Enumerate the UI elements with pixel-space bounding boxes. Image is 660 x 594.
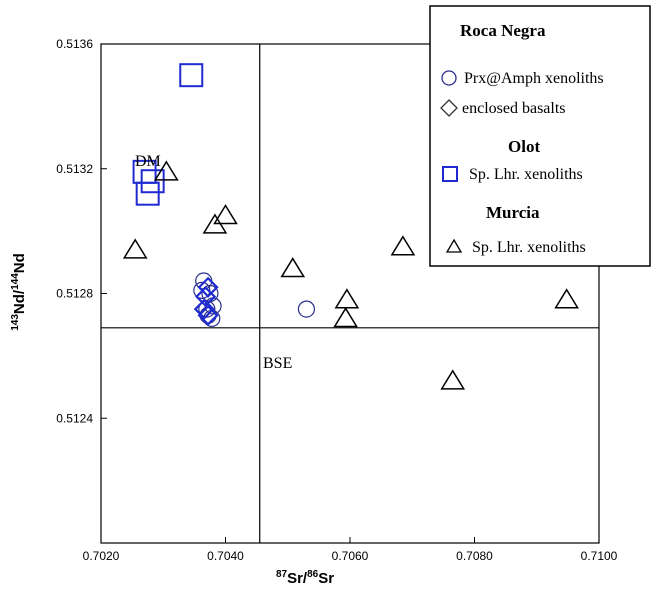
bse-label: BSE (263, 355, 292, 372)
reference-lines (101, 44, 599, 543)
data-point-diamond (195, 286, 217, 308)
data-point-triangle (333, 307, 358, 328)
data-point-triangle (280, 257, 306, 278)
legend-triangle-marker (445, 238, 463, 253)
legend-heading-olot: Olot (508, 137, 540, 156)
data-point-triangle (554, 288, 579, 309)
legend: Roca Negra Prx@Amph xenoliths enclosed b… (429, 5, 651, 267)
legend-label-olot: Sp. Lhr. xenoliths (469, 166, 583, 183)
data-point-square (140, 169, 165, 194)
data-point-circle (297, 300, 316, 318)
data-point-triangle (334, 288, 360, 309)
data-point-circle (203, 309, 221, 328)
data-point-diamond (197, 304, 219, 326)
y-axis-iso-sup: 143 (10, 314, 21, 331)
legend-diamond-marker (440, 99, 458, 117)
legend-label-prx-amph: Prx@Amph xenoliths (464, 70, 604, 87)
x-tick-label: 0.7100 (581, 549, 618, 563)
legend-box (429, 5, 651, 267)
y-axis-iso2: Nd (11, 253, 28, 273)
x-axis-iso2: Sr (318, 570, 334, 587)
data-point-square (135, 181, 160, 206)
data-points (122, 63, 579, 390)
data-point-square (179, 63, 204, 88)
y-tick-label: 0.5128 (56, 287, 93, 301)
data-point-triangle (440, 369, 466, 390)
legend-label-murcia: Sp. Lhr. xenoliths (472, 239, 586, 256)
y-tick-label: 0.5136 (56, 37, 93, 51)
y-axis-iso: Nd/ (11, 289, 28, 314)
x-axis-iso: Sr/ (287, 570, 308, 587)
x-tick-label: 0.7060 (332, 549, 369, 563)
x-tick-label: 0.7020 (83, 549, 120, 563)
data-point-triangle (213, 204, 238, 225)
legend-heading-murcia: Murcia (486, 203, 540, 222)
legend-square-marker (442, 166, 458, 182)
data-point-triangle (390, 235, 416, 256)
y-tick-label: 0.5132 (56, 162, 93, 176)
y-axis-title: 143Nd/144Nd (10, 253, 28, 331)
x-axis-iso-sup: 87 (276, 569, 288, 580)
data-point-triangle (122, 238, 148, 259)
x-tick-label: 0.7040 (207, 549, 244, 563)
data-point-triangle (154, 160, 179, 181)
x-axis-title: 87Sr/86Sr (276, 569, 334, 587)
legend-circle-marker (441, 70, 457, 86)
data-point-diamond (193, 298, 215, 320)
x-tick-label: 0.7080 (456, 549, 493, 563)
legend-label-basalts: enclosed basalts (462, 100, 566, 117)
dm-label: DM (135, 153, 161, 170)
y-axis-iso2-sup: 144 (10, 273, 21, 290)
axis-ticks: 0.7020 0.7040 0.7060 0.7080 0.7100 0.5124 0.51… (56, 37, 617, 563)
legend-heading-roca-negra: Roca Negra (460, 21, 546, 40)
y-tick-label: 0.5124 (56, 411, 93, 425)
x-axis-iso2-sup: 86 (307, 569, 319, 580)
data-point-diamond (197, 276, 219, 298)
